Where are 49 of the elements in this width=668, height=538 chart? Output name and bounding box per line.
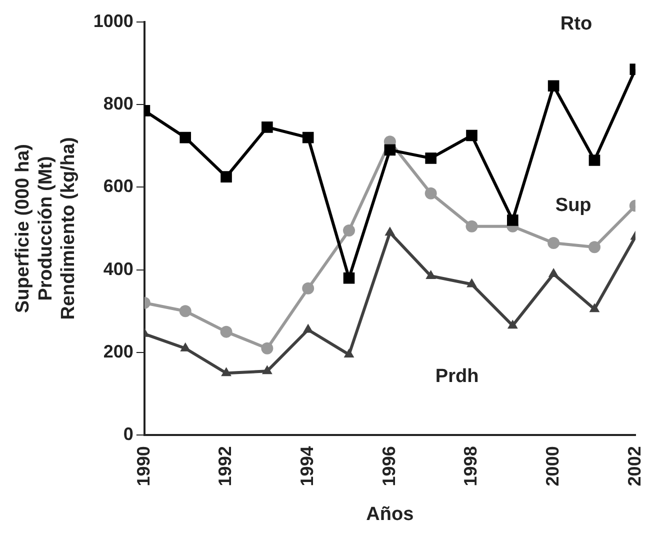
point: [548, 236, 560, 249]
y-axis-title: Superficie (000 ha) Producción (Mt) Rendimiento (kg/ha): [12, 137, 80, 320]
y-tick-label: 800: [103, 93, 134, 114]
x-tick-label: 1990: [133, 446, 154, 486]
y-tick-label: 0: [123, 424, 134, 444]
point: [302, 324, 314, 333]
point: [589, 303, 600, 312]
point: [384, 226, 396, 236]
point: [466, 220, 478, 232]
point: [262, 122, 273, 133]
point: [466, 278, 477, 288]
x-tick-label: 1994: [297, 446, 318, 486]
point: [466, 130, 478, 142]
series-label: Sup: [555, 194, 592, 216]
point: [262, 365, 272, 374]
point: [343, 224, 356, 237]
point: [588, 154, 600, 166]
y-tick-label: 1000: [93, 10, 134, 31]
point: [302, 282, 314, 294]
point: [220, 171, 232, 182]
point: [302, 132, 314, 144]
point: [343, 272, 355, 284]
x-tick-label: 1998: [460, 446, 481, 486]
point: [424, 187, 437, 200]
point: [344, 348, 354, 358]
point: [384, 144, 396, 156]
point: [507, 214, 518, 226]
x-tick-label: 1992: [215, 446, 236, 486]
text: Prdh: [435, 366, 479, 387]
point: [426, 270, 436, 280]
point: [588, 241, 600, 254]
text: Rto: [560, 14, 592, 35]
point: [180, 132, 192, 144]
point: [425, 152, 436, 164]
point: [220, 326, 232, 338]
point: [548, 268, 559, 277]
point: [261, 342, 274, 354]
point: [507, 320, 518, 329]
y-tick-label: 600: [103, 176, 134, 196]
x-tick-label: 2002: [624, 446, 644, 486]
y-tick-label: 400: [103, 258, 134, 279]
point: [221, 367, 232, 376]
point: [179, 305, 192, 318]
x-tick-label: 1996: [378, 446, 399, 486]
point: [180, 342, 191, 352]
point: [548, 80, 560, 92]
y-tick-label: 200: [103, 341, 134, 362]
x-tick-label: 2000: [542, 446, 563, 486]
x-axis-title: Años: [366, 504, 414, 525]
